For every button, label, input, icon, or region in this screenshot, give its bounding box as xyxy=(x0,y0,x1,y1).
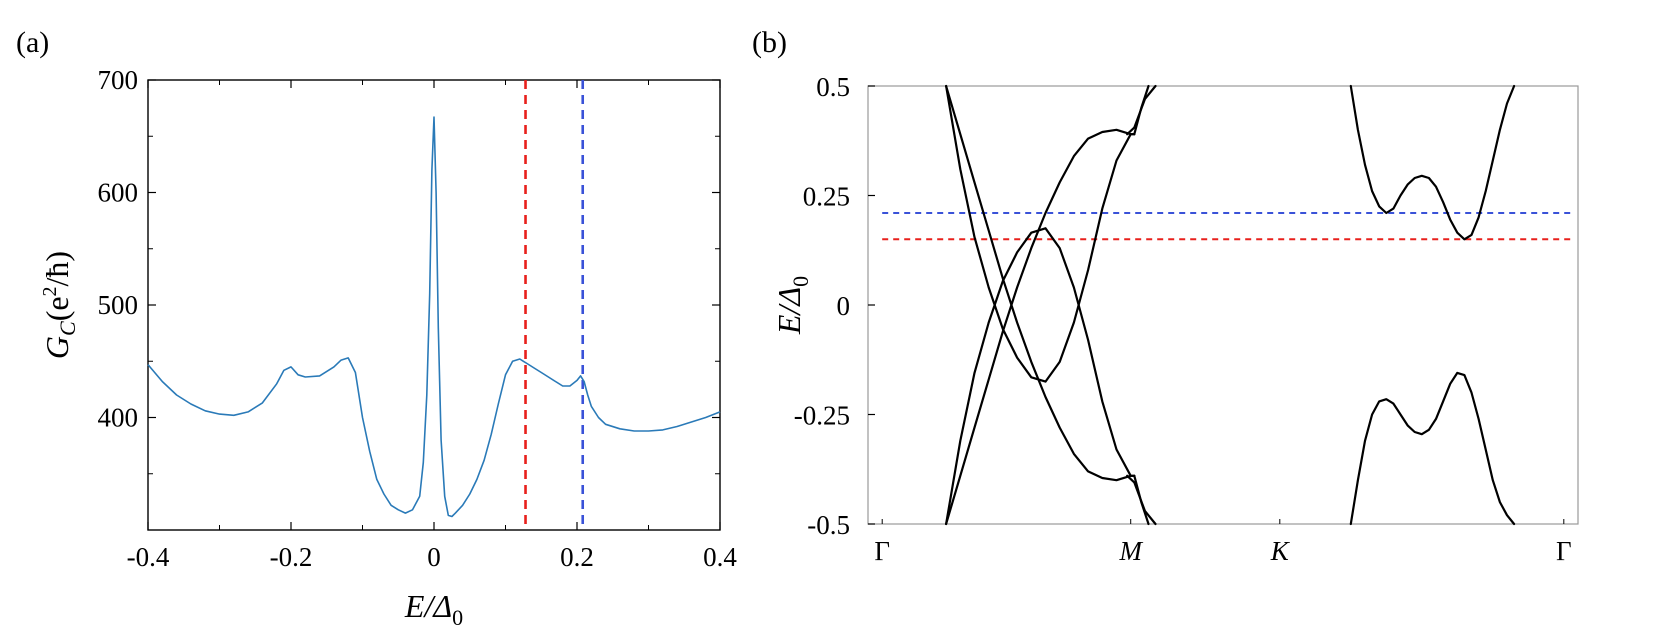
panel-b-band-7 xyxy=(1133,84,1150,136)
panel-b-ytick-label: 0.5 xyxy=(816,72,850,102)
panel-a-ylabel: GC(e2/ħ) xyxy=(39,251,80,359)
panel-b-band-3 xyxy=(944,84,1136,482)
panel-b-series xyxy=(944,84,1516,526)
panel-a-xtick-label: 0.4 xyxy=(703,542,737,572)
panel-b-reference-lines xyxy=(882,212,1571,241)
panel-a-xtick-label: 0.2 xyxy=(560,542,594,572)
panel-a-xlabel: E/Δ0 xyxy=(404,588,463,630)
panel-a-ytick-label: 600 xyxy=(98,178,139,208)
panel-b-band-4 xyxy=(944,128,1136,526)
panel-a-ytick-label: 400 xyxy=(98,403,139,433)
panel-b: (b) -0.5 -0.25 0 0.25 0.5 Γ M K Γ E/Δ0 xyxy=(752,26,1579,566)
panel-a-conductance-curve xyxy=(147,116,721,518)
panel-b-xtick-label: M xyxy=(1118,536,1143,566)
panel-b-xtick-label: Γ xyxy=(874,536,890,566)
panel-b-ytick-label: -0.5 xyxy=(807,510,850,540)
panel-b-tick-labels: -0.5 -0.25 0 0.25 0.5 Γ M K Γ xyxy=(794,72,1572,566)
panel-b-band-1 xyxy=(944,227,1136,526)
panel-b-band-10 xyxy=(1349,371,1516,526)
panel-b-band-2 xyxy=(944,84,1136,383)
panel-a-ytick-label: 500 xyxy=(98,290,139,320)
panel-b-label: (b) xyxy=(752,26,787,59)
panel-b-xtick-label: K xyxy=(1270,536,1291,566)
panel-a-label: (a) xyxy=(16,26,49,59)
panel-a-reference-lines xyxy=(524,80,585,530)
panel-b-plot-frame xyxy=(867,85,1579,525)
panel-a: (a) -0.4 -0.2 0 0.2 0.4 400 500 600 700 E/Δ0 GC(… xyxy=(16,26,737,630)
panel-a-xtick-label: -0.2 xyxy=(270,542,313,572)
panel-a-xtick-label: -0.4 xyxy=(127,542,170,572)
panel-a-series xyxy=(147,116,721,518)
panel-a-ticks xyxy=(147,79,721,530)
panel-a-ytick-label: 700 xyxy=(98,65,139,95)
panel-b-ytick-label: -0.25 xyxy=(794,401,850,431)
panel-b-band-9 xyxy=(1349,84,1516,241)
panel-b-ylabel: E/Δ0 xyxy=(771,276,813,335)
panel-a-xtick-label: 0 xyxy=(427,542,441,572)
panel-b-ytick-label: 0.25 xyxy=(803,182,850,212)
panel-a-tick-labels: -0.4 -0.2 0 0.2 0.4 400 500 600 700 xyxy=(98,65,738,572)
panel-b-ytick-label: 0 xyxy=(837,291,851,321)
panel-b-xtick-label: Γ xyxy=(1556,536,1572,566)
panel-b-band-8 xyxy=(1133,474,1150,526)
panel-a-plot-frame xyxy=(147,79,721,531)
panel-b-ticks xyxy=(868,85,1565,525)
